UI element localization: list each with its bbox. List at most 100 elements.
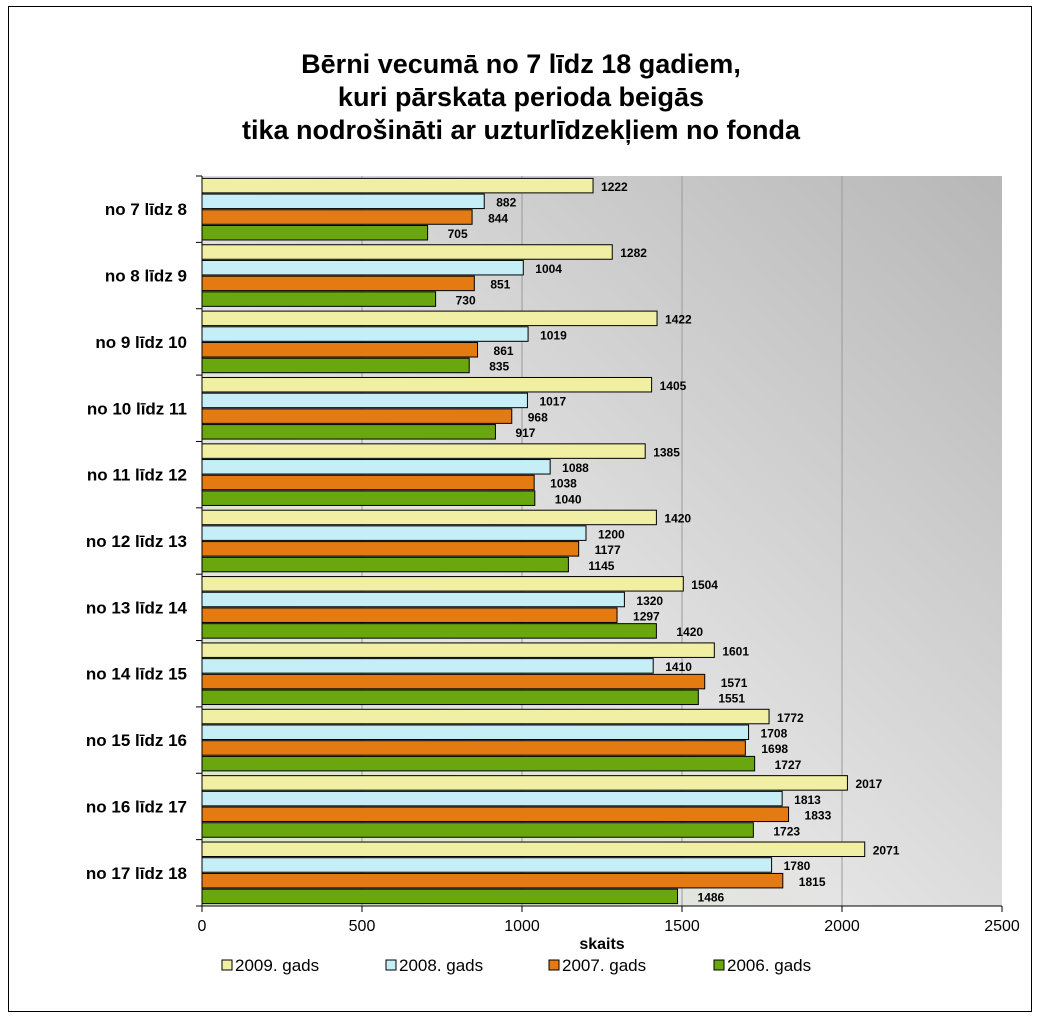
category-label: no 8 līdz 9 xyxy=(105,267,187,286)
bar xyxy=(201,857,773,873)
bar xyxy=(201,576,684,592)
data-label: 1813 xyxy=(794,793,821,807)
x-axis-title: skaits xyxy=(579,936,624,953)
legend: 2009. gads 2008. gads 2007. gads 2006. gads xyxy=(221,956,811,975)
category-label: no 12 līdz 13 xyxy=(86,532,187,551)
data-label: 1772 xyxy=(777,711,804,725)
bar xyxy=(201,872,784,889)
bar xyxy=(201,755,756,772)
data-label: 1282 xyxy=(620,246,647,260)
legend-swatch xyxy=(548,959,560,971)
data-label: 2071 xyxy=(873,844,900,858)
chart-title-line: Bērni vecumā no 7 līdz 18 gadiem, xyxy=(301,49,741,79)
data-label: 1551 xyxy=(718,692,745,706)
bar xyxy=(201,841,866,858)
chart: Bērni vecumā no 7 līdz 18 gadiem,kuri pā… xyxy=(86,49,1020,975)
bar xyxy=(201,326,529,342)
data-label: 1708 xyxy=(761,726,788,740)
bar xyxy=(201,689,699,706)
legend-label: 2006. gads xyxy=(727,956,811,975)
bar xyxy=(201,342,479,358)
data-label: 1145 xyxy=(588,559,614,573)
bar xyxy=(201,541,580,557)
bar xyxy=(201,244,613,260)
data-label: 2017 xyxy=(855,777,882,791)
data-label: 1815 xyxy=(799,875,826,889)
bar xyxy=(201,740,746,756)
data-label: 1177 xyxy=(595,543,621,557)
data-label: 1004 xyxy=(535,262,562,276)
data-label: 1601 xyxy=(722,644,749,658)
data-label: 1405 xyxy=(660,379,687,393)
data-label: 1019 xyxy=(540,328,567,342)
category-label: no 11 līdz 12 xyxy=(87,466,187,485)
data-label: 968 xyxy=(528,410,548,424)
bar xyxy=(201,193,485,210)
legend-label: 2009. gads xyxy=(235,956,319,975)
data-label: 1723 xyxy=(773,824,800,838)
x-tick-label: 2500 xyxy=(984,918,1020,935)
axes: no 7 līdz 8 no 8 līdz 9 no 9 līdz 10 no 10 … xyxy=(86,175,1020,953)
legend-label: 2008. gads xyxy=(399,956,483,975)
bar xyxy=(201,376,653,393)
legend-swatch xyxy=(713,959,725,971)
legend-label: 2007. gads xyxy=(562,956,646,975)
data-label: 1088 xyxy=(562,461,589,475)
x-tick-label: 0 xyxy=(198,918,207,935)
bar xyxy=(201,775,848,791)
data-label: 1385 xyxy=(653,445,680,459)
bar xyxy=(201,275,475,292)
data-label: 1486 xyxy=(698,891,725,905)
bar xyxy=(201,490,536,506)
bar xyxy=(201,310,658,327)
bar xyxy=(201,424,496,440)
data-label: 1698 xyxy=(761,742,788,756)
bar xyxy=(201,556,569,573)
data-label: 1200 xyxy=(598,527,625,541)
data-label: 1038 xyxy=(550,477,577,491)
bar xyxy=(201,224,429,241)
x-tick-label: 1500 xyxy=(664,918,700,935)
bar xyxy=(201,724,750,740)
bar xyxy=(201,525,587,541)
category-label: no 7 līdz 8 xyxy=(105,200,187,219)
bar xyxy=(201,822,754,838)
category-label: no 14 līdz 15 xyxy=(86,665,187,684)
bar xyxy=(201,357,470,374)
data-label: 844 xyxy=(488,211,508,225)
bar xyxy=(201,642,715,658)
bar xyxy=(201,673,706,690)
chart-title-line: tika nodrošināti ar uzturlīdzekļiem no f… xyxy=(242,115,801,145)
category-label: no 9 līdz 10 xyxy=(95,333,187,352)
bar xyxy=(201,591,625,608)
bar xyxy=(201,209,473,225)
chart-frame: Bērni vecumā no 7 līdz 18 gadiem, kuri pā… xyxy=(8,6,1032,1012)
data-label: 1420 xyxy=(676,625,703,639)
data-label: 1410 xyxy=(665,660,692,674)
bar xyxy=(201,443,646,459)
bar xyxy=(201,177,594,194)
data-label: 730 xyxy=(456,293,476,307)
data-label: 1420 xyxy=(664,512,691,526)
bar xyxy=(201,607,618,623)
bar xyxy=(201,790,783,807)
bar xyxy=(201,392,528,409)
data-label: 1297 xyxy=(633,609,660,623)
data-label: 1833 xyxy=(805,809,832,823)
data-label: 1727 xyxy=(775,758,802,772)
x-tick-label: 2000 xyxy=(824,918,860,935)
data-label: 705 xyxy=(448,227,468,241)
data-label: 1320 xyxy=(636,594,663,608)
bar xyxy=(201,459,551,475)
data-label: 861 xyxy=(494,344,514,358)
legend-swatch xyxy=(385,959,397,971)
data-label: 851 xyxy=(490,278,510,292)
x-tick-label: 500 xyxy=(349,918,376,935)
bar xyxy=(201,259,524,276)
chart-title-line: kuri pārskata perioda beigās xyxy=(338,82,704,112)
legend-swatch xyxy=(221,959,233,971)
category-label: no 10 līdz 11 xyxy=(87,399,187,418)
category-label: no 16 līdz 17 xyxy=(86,797,187,816)
data-label: 1017 xyxy=(539,395,566,409)
